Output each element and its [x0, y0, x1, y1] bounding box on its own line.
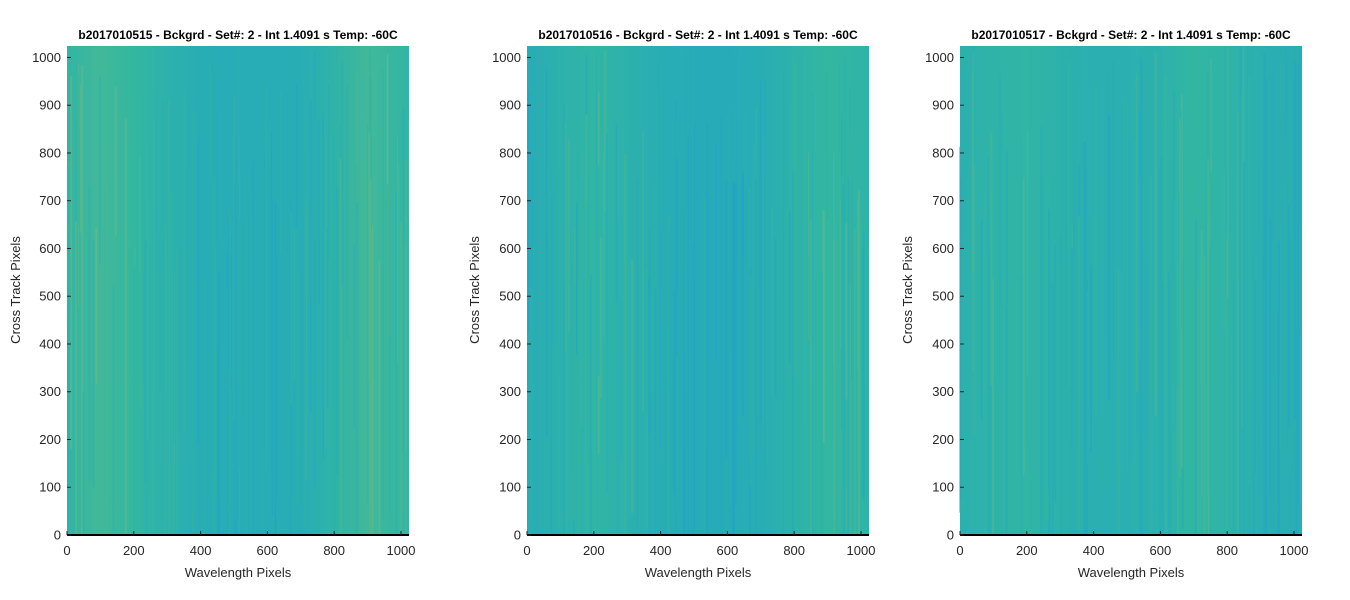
y-tick-label: 800: [39, 145, 61, 160]
x-tick-label: 600: [1150, 543, 1172, 558]
panel-title: b2017010515 - Bckgrd - Set#: 2 - Int 1.4…: [78, 28, 398, 42]
y-tick-label: 1000: [925, 50, 954, 65]
y-tick-label: 700: [932, 193, 954, 208]
heatmap-texture: [527, 49, 869, 535]
y-tick-label: 800: [499, 145, 521, 160]
x-tick-label: 800: [783, 543, 805, 558]
x-tick-label: 200: [1016, 543, 1038, 558]
y-tick-label: 300: [932, 384, 954, 399]
x-tick-label: 1000: [387, 543, 416, 558]
y-tick-label: 100: [499, 480, 521, 495]
x-tick-label: 200: [123, 543, 145, 558]
panel-right: b2017010517 - Bckgrd - Set#: 2 - Int 1.4…: [900, 28, 1308, 580]
y-tick-label: 300: [499, 384, 521, 399]
y-tick-label: 1000: [32, 50, 61, 65]
y-tick-label: 200: [932, 432, 954, 447]
panel-title: b2017010517 - Bckgrd - Set#: 2 - Int 1.4…: [971, 28, 1291, 42]
y-tick-label: 200: [39, 432, 61, 447]
y-tick-label: 1000: [492, 50, 521, 65]
x-tick-label: 200: [583, 543, 605, 558]
y-tick-label: 700: [499, 193, 521, 208]
y-axis-label: Cross Track Pixels: [8, 236, 23, 344]
heatmap-image: [960, 46, 1302, 535]
y-tick-label: 200: [499, 432, 521, 447]
y-tick-label: 700: [39, 193, 61, 208]
y-tick-label: 600: [39, 241, 61, 256]
x-tick-label: 600: [717, 543, 739, 558]
x-tick-label: 400: [190, 543, 212, 558]
x-tick-label: 1000: [847, 543, 876, 558]
heatmap-texture: [959, 46, 1302, 535]
x-tick-label: 0: [956, 543, 963, 558]
y-tick-label: 900: [499, 98, 521, 113]
y-tick-label: 400: [39, 336, 61, 351]
y-tick-label: 0: [947, 528, 954, 543]
y-tick-label: 100: [39, 480, 61, 495]
y-tick-label: 500: [932, 289, 954, 304]
y-tick-label: 100: [932, 480, 954, 495]
y-tick-label: 800: [932, 145, 954, 160]
y-tick-label: 300: [39, 384, 61, 399]
x-tick-label: 600: [257, 543, 279, 558]
y-tick-label: 500: [499, 289, 521, 304]
y-tick-label: 0: [514, 528, 521, 543]
y-tick-label: 500: [39, 289, 61, 304]
y-tick-label: 900: [39, 98, 61, 113]
x-axis-label: Wavelength Pixels: [1078, 565, 1185, 580]
y-tick-label: 0: [54, 528, 61, 543]
x-tick-label: 400: [650, 543, 672, 558]
y-tick-label: 600: [932, 241, 954, 256]
x-tick-label: 1000: [1280, 543, 1309, 558]
panel-title: b2017010516 - Bckgrd - Set#: 2 - Int 1.4…: [538, 28, 858, 42]
y-tick-label: 400: [499, 336, 521, 351]
y-tick-label: 400: [932, 336, 954, 351]
x-tick-label: 800: [1216, 543, 1238, 558]
x-tick-label: 0: [523, 543, 530, 558]
y-tick-label: 900: [932, 98, 954, 113]
x-axis-label: Wavelength Pixels: [185, 565, 292, 580]
panel-middle: b2017010516 - Bckgrd - Set#: 2 - Int 1.4…: [467, 28, 875, 580]
x-tick-label: 800: [323, 543, 345, 558]
y-axis-label: Cross Track Pixels: [467, 236, 482, 344]
x-axis-label: Wavelength Pixels: [645, 565, 752, 580]
y-axis-label: Cross Track Pixels: [900, 236, 915, 344]
heatmap-texture: [66, 47, 409, 535]
y-tick-label: 600: [499, 241, 521, 256]
x-tick-label: 400: [1083, 543, 1105, 558]
panel-left: b2017010515 - Bckgrd - Set#: 2 - Int 1.4…: [8, 28, 415, 580]
x-tick-label: 0: [63, 543, 70, 558]
